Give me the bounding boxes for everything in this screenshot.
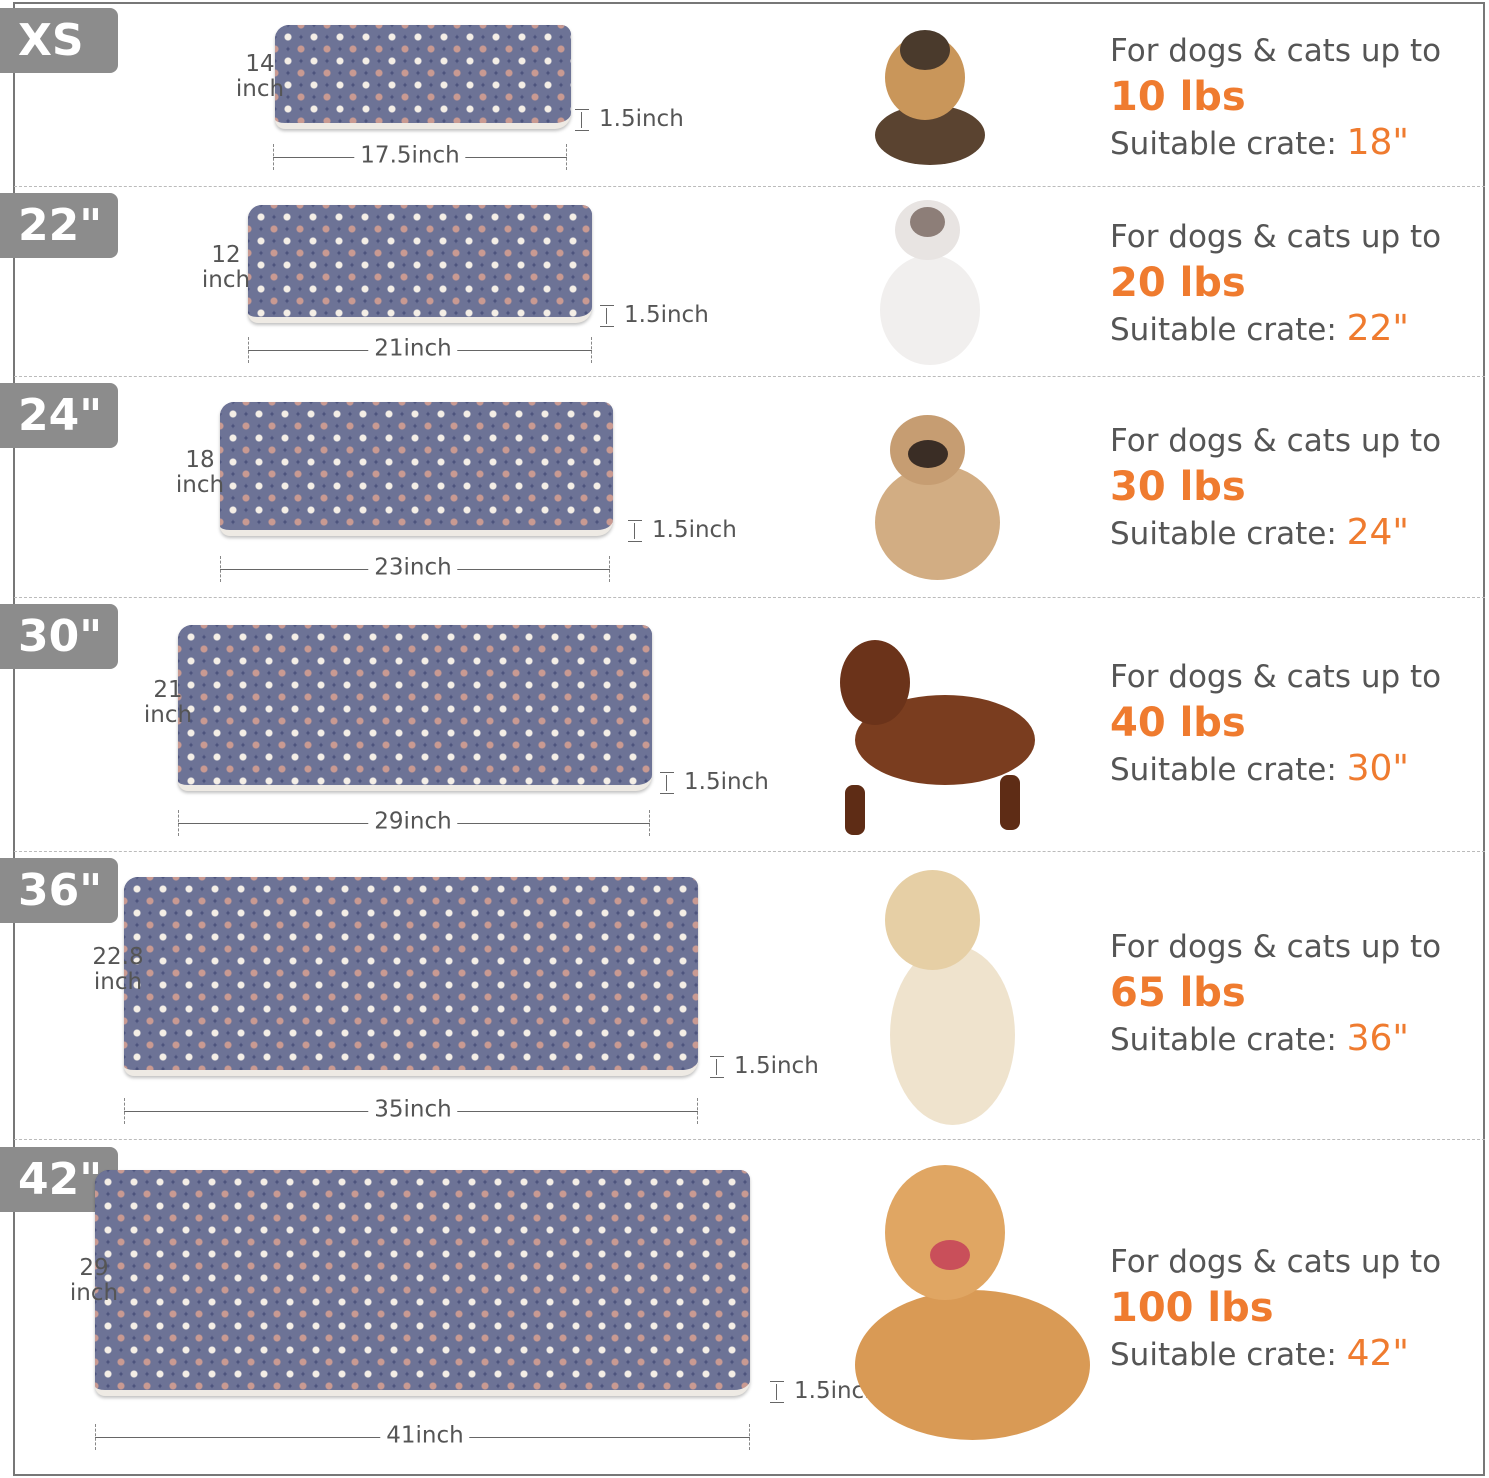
depth-label: 12 inch [198, 243, 254, 293]
text: Suitable crate: [1110, 516, 1347, 552]
depth-value: 14 [245, 51, 275, 77]
height-arrow-icon [660, 771, 674, 794]
row-divider [14, 597, 1485, 598]
text: 1.5inch [624, 302, 709, 328]
width-label: 21inch [368, 335, 458, 362]
text: 1.5inch [734, 1053, 819, 1079]
depth-label: 18 inch [172, 448, 228, 498]
max-weight: 10 lbs [1110, 74, 1246, 120]
animal-photo-yorkie [855, 25, 990, 170]
text: 22.8 [92, 944, 144, 970]
depth-unit: inch [235, 76, 285, 102]
crate-size: 30" [1346, 748, 1409, 789]
row-info: For dogs & cats up to 100 lbs Suitable cra… [1110, 1239, 1441, 1378]
height-arrow-icon [600, 304, 614, 327]
crate-size: 22" [1346, 308, 1409, 349]
text: Suitable crate: [1110, 752, 1347, 788]
max-weight: 100 lbs [1110, 1285, 1274, 1331]
animal-photo-golden-retriever-sitting [875, 865, 1025, 1130]
outer-frame [13, 2, 1485, 1476]
max-weight: 65 lbs [1110, 970, 1246, 1016]
crate-size: 24" [1346, 512, 1409, 553]
mat-image [275, 25, 571, 129]
max-weight: 30 lbs [1110, 464, 1246, 510]
text: 29 [79, 1255, 109, 1281]
width-label: 35inch [368, 1096, 458, 1123]
text: 12 [211, 242, 241, 268]
height-label: 1.5inch [628, 517, 737, 543]
row-divider [14, 186, 1485, 187]
size-label: 24" [0, 383, 118, 448]
text: Suitable crate: [1110, 1022, 1347, 1058]
text: inch [143, 702, 193, 728]
row-divider [14, 1139, 1485, 1140]
row-info: For dogs & cats up to 20 lbs Suitable crat… [1110, 214, 1441, 353]
text: Suitable crate: [1110, 312, 1347, 348]
crate-size: 36" [1346, 1018, 1409, 1059]
text: 21 [153, 677, 183, 703]
mat-image [220, 402, 613, 536]
height-label: 1.5inch [600, 302, 709, 328]
row-divider [14, 851, 1485, 852]
text: Suitable crate: [1110, 126, 1347, 162]
row-info: For dogs & cats up to 65 lbs Suitable crat… [1110, 924, 1441, 1063]
mat-image [95, 1170, 750, 1396]
height-arrow-icon [770, 1380, 784, 1403]
text: inch [69, 1280, 119, 1306]
text: Suitable crate: [1110, 1337, 1347, 1373]
depth-label: 29 inch [66, 1256, 122, 1306]
width-label: 41inch [380, 1422, 470, 1449]
text: inch [201, 267, 251, 293]
row-divider [14, 376, 1485, 377]
text: For dogs & cats up to [1110, 33, 1442, 69]
text: inch [175, 472, 225, 498]
max-weight: 40 lbs [1110, 700, 1246, 746]
row-info: For dogs & cats up to 40 lbs Suitable crat… [1110, 654, 1441, 793]
text: For dogs & cats up to [1110, 1244, 1442, 1280]
depth-label: 21 inch [140, 678, 196, 728]
height-arrow-icon [710, 1055, 724, 1078]
crate-size: 42" [1346, 1333, 1409, 1374]
text: 1.5inch [599, 106, 684, 132]
text: For dogs & cats up to [1110, 219, 1442, 255]
text: 18 [185, 447, 215, 473]
row-info: For dogs & cats up to 10 lbs Suitable crat… [1110, 28, 1441, 167]
animal-photo-golden-retriever-lying [845, 1160, 1095, 1460]
mat-image [124, 877, 698, 1076]
text: 1.5inch [652, 517, 737, 543]
row-info: For dogs & cats up to 30 lbs Suitable crat… [1110, 418, 1441, 557]
height-label: 1.5inch [575, 106, 684, 132]
width-label: 29inch [368, 808, 458, 835]
size-label: 30" [0, 604, 118, 669]
depth-label: 14 inch [232, 52, 288, 102]
text: For dogs & cats up to [1110, 423, 1442, 459]
animal-photo-cat [865, 195, 995, 370]
crate-size: 18" [1346, 122, 1409, 163]
text: inch [93, 969, 143, 995]
mat-image [178, 625, 652, 791]
width-label: 17.5inch [354, 142, 466, 169]
animal-photo-french-bulldog [860, 395, 1010, 585]
size-label: XS [0, 8, 118, 73]
text: 1.5inch [684, 769, 769, 795]
height-arrow-icon [575, 108, 589, 131]
mat-image [248, 205, 592, 323]
max-weight: 20 lbs [1110, 260, 1246, 306]
size-label: 22" [0, 193, 118, 258]
depth-label: 22.8 inch [88, 945, 148, 995]
animal-photo-dachshund [835, 635, 1035, 840]
height-label: 1.5inch [710, 1053, 819, 1079]
height-arrow-icon [628, 519, 642, 542]
height-label: 1.5inch [660, 769, 769, 795]
size-label: 36" [0, 858, 118, 923]
text: For dogs & cats up to [1110, 659, 1442, 695]
text: For dogs & cats up to [1110, 929, 1442, 965]
width-label: 23inch [368, 554, 458, 581]
